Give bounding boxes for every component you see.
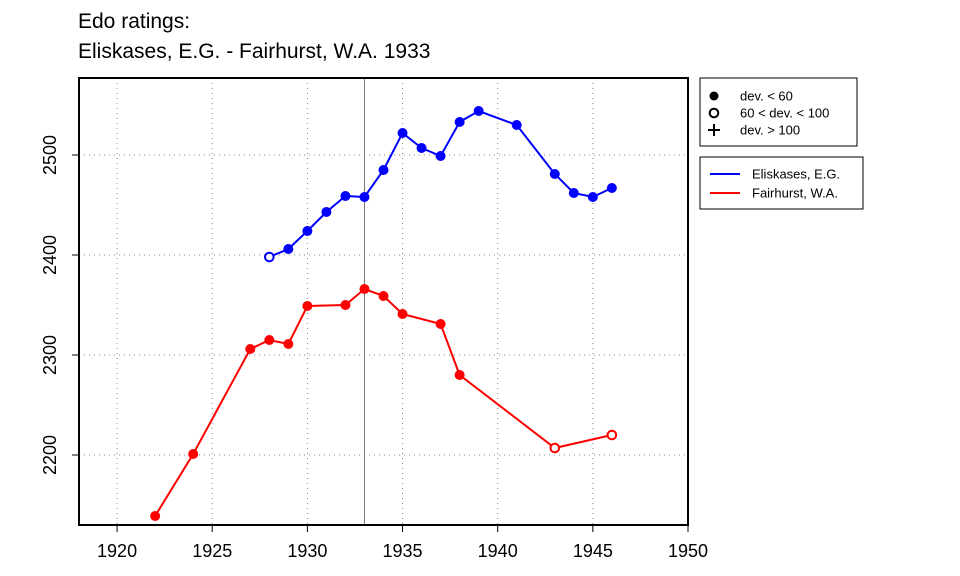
series-2-point (302, 301, 313, 311)
y-tick-label: 2400 (40, 235, 60, 275)
series-1-point (321, 207, 332, 217)
series-2-point (454, 370, 465, 380)
legend-open-label: 60 < dev. < 100 (740, 106, 829, 121)
series-2-point (435, 319, 446, 329)
series-1-point (587, 192, 598, 202)
chart-title-line-2: Eliskases, E.G. - Fairhurst, W.A. 1933 (78, 40, 431, 63)
chart-title-line-1: Edo ratings: (78, 10, 191, 33)
series-1-line (268, 109, 613, 258)
x-tick-label: 1930 (287, 541, 327, 561)
x-tick-label: 1945 (573, 541, 613, 561)
symbol-legend: dev. < 60 60 < dev. < 100 dev. > 100 (699, 77, 858, 147)
legend-filled-marker-icon (709, 91, 719, 101)
series-1-point (397, 128, 408, 138)
series-1-point (473, 106, 484, 116)
series-1-point (264, 251, 275, 263)
series-2-point (549, 442, 561, 454)
x-tick-label: 1935 (383, 541, 423, 561)
plot-frame (78, 77, 689, 526)
series-2-line (154, 287, 613, 517)
series-legend-box (699, 156, 864, 210)
series-2-point (245, 344, 256, 354)
axis-layer: 1920 1925 1930 1935 1940 1945 1950 2200 2300 2400… (40, 135, 708, 561)
series-layer (150, 106, 618, 521)
series-2-point (378, 291, 389, 301)
legend-series-2-label: Fairhurst, W.A. (752, 186, 838, 201)
x-tick-label: 1950 (668, 541, 708, 561)
symbol-legend-box (699, 77, 858, 147)
series-1-point (302, 226, 313, 236)
series-2-point (606, 429, 618, 441)
y-tick-label: 2300 (40, 335, 60, 375)
series-1-point (340, 191, 351, 201)
series-1-point (416, 143, 427, 153)
series-2-point (150, 511, 161, 521)
y-tick-label: 2500 (40, 135, 60, 175)
x-tick-label: 1920 (97, 541, 137, 561)
x-tick-label: 1925 (192, 541, 232, 561)
series-legend: Eliskases, E.G. Fairhurst, W.A. (699, 156, 864, 210)
x-tick-label: 1940 (478, 541, 518, 561)
series-1-point (568, 188, 579, 198)
series-2 (150, 284, 618, 521)
series-1-point (549, 169, 560, 179)
series-2-point (397, 309, 408, 319)
series-2-point (340, 300, 351, 310)
y-tick-label: 2200 (40, 435, 60, 475)
series-2-point (188, 449, 199, 459)
legend-plus-label: dev. > 100 (740, 123, 800, 138)
series-2-point (283, 339, 294, 349)
series-1-point (359, 192, 370, 202)
grid-layer (79, 78, 689, 525)
legend-plus-marker-icon (708, 124, 720, 136)
series-1-point (435, 151, 446, 161)
legend-series-1-label: Eliskases, E.G. (752, 167, 840, 182)
series-2-point (264, 335, 275, 345)
series-1 (264, 106, 617, 263)
series-1-point (283, 244, 294, 254)
legend-open-marker-icon (708, 107, 720, 119)
series-1-point (454, 117, 465, 127)
series-1-point (606, 183, 617, 193)
series-1-point (378, 165, 389, 175)
series-2-point (359, 284, 370, 294)
series-1-point (511, 120, 522, 130)
legend-filled-label: dev. < 60 (740, 89, 793, 104)
